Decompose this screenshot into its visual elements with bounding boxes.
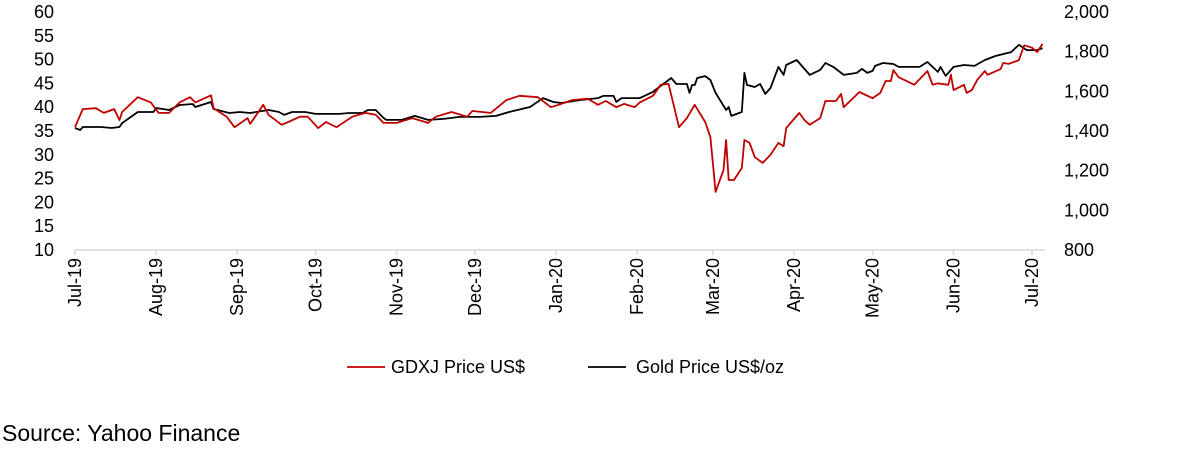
y-right-tick-label: 1,400 [1064,121,1109,141]
x-tick-label: Mar-20 [703,258,723,315]
y-left-tick-label: 60 [34,2,54,22]
y-left-tick-label: 45 [34,73,54,93]
y-right-tick-label: 1,200 [1064,161,1109,181]
x-tick-label: Jul-20 [1022,258,1042,307]
y-right-tick-label: 1,800 [1064,42,1109,62]
x-tick-label: Sep-19 [227,258,247,316]
y-left-tick-label: 40 [34,97,54,117]
legend: GDXJ Price US$ Gold Price US$/oz [347,357,784,377]
x-tick-label: Feb-20 [627,258,647,315]
y-left-tick-label: 25 [34,169,54,189]
x-tick-label: Jun-20 [944,258,964,313]
right-axis-ticks: 800 1,000 1,200 1,400 1,600 1,800 2,000 [1064,2,1109,260]
y-left-tick-label: 15 [34,216,54,236]
y-left-tick-label: 20 [34,192,54,212]
legend-label: Gold Price US$/oz [636,357,784,377]
legend-label: GDXJ Price US$ [391,357,525,377]
line-chart: 10 15 20 25 30 35 40 45 50 55 60 800 1,000 1,200 1,40… [34,2,1109,377]
x-tick-label: Dec-19 [465,258,485,316]
x-tick-label: Nov-19 [387,258,407,316]
x-tick-label: Jan-20 [546,258,566,313]
x-tick-label: May-20 [863,258,883,318]
y-left-tick-label: 35 [34,121,54,141]
source-note: Source: Yahoo Finance [2,420,241,446]
y-right-tick-label: 1,600 [1064,81,1109,101]
y-left-tick-label: 50 [34,50,54,70]
series-line [74,44,1043,131]
series-lines [74,43,1044,193]
y-left-tick-label: 30 [34,145,54,165]
x-tick-label: Oct-19 [306,258,326,312]
y-right-tick-label: 800 [1064,240,1094,260]
y-right-tick-label: 1,000 [1064,200,1109,220]
y-right-tick-label: 2,000 [1064,2,1109,22]
y-left-tick-label: 10 [34,240,54,260]
x-axis-ticks: Jul-19 Aug-19 Sep-19 Oct-19 Nov-19 Dec-19 Jan-… [65,250,1042,318]
x-tick-label: Aug-19 [146,258,166,316]
series-line [74,43,1044,193]
y-left-tick-label: 55 [34,26,54,46]
x-tick-label: Jul-19 [65,258,85,307]
left-axis-ticks: 10 15 20 25 30 35 40 45 50 55 60 [34,2,54,260]
x-tick-label: Apr-20 [784,258,804,312]
